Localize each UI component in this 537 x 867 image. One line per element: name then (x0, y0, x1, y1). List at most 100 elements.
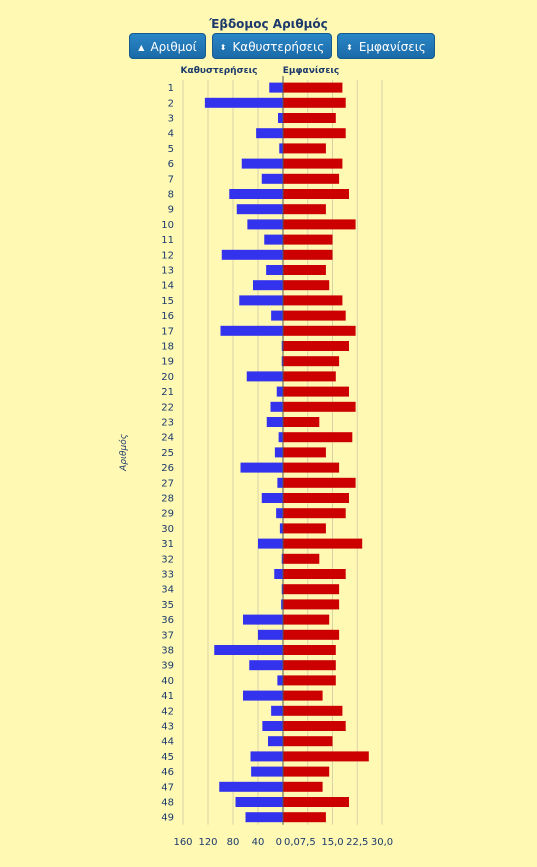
delay-bar (243, 614, 283, 625)
appearance-bar (283, 97, 346, 108)
category-label: 6 (168, 159, 174, 170)
category-label: 11 (161, 235, 174, 246)
appearance-bar (283, 219, 356, 230)
appearance-bar (283, 204, 326, 215)
x-tick-label-right: 30,0 (371, 837, 393, 848)
appearance-bar (283, 645, 336, 655)
right-header: Εμφανίσεις (283, 65, 340, 76)
delay-bar (253, 280, 283, 291)
category-label: 30 (161, 524, 174, 535)
delay-bar (220, 325, 283, 336)
category-label: 1 (168, 83, 174, 94)
delay-bar (204, 97, 283, 108)
delay-bar (229, 189, 283, 199)
delay-bar (262, 721, 283, 731)
appearance-bar (283, 432, 353, 443)
appearance-bar (283, 477, 356, 488)
appearance-bar (283, 751, 369, 762)
category-label: 5 (168, 144, 174, 155)
appearance-bar (283, 310, 346, 321)
delay-bar (235, 797, 283, 807)
delay-bar (246, 371, 283, 382)
appearance-bar (283, 812, 326, 823)
category-label: 25 (161, 448, 174, 459)
x-tick-label-right: 0,0 (284, 837, 300, 848)
delay-bar (245, 812, 283, 823)
delay-bar (266, 265, 283, 275)
delay-bar (274, 569, 283, 579)
x-tick-label-left: 0 (276, 837, 282, 848)
delay-bar (269, 82, 283, 93)
appearance-bar (283, 660, 336, 671)
sort-by-number-button[interactable]: ▲ Αριθμοί (129, 33, 206, 59)
appearance-bar (283, 249, 333, 260)
appearance-bar (283, 766, 330, 777)
delay-bar (271, 310, 283, 321)
category-label: 18 (161, 342, 174, 353)
appearance-bar (283, 113, 336, 123)
sort-both-icon: ⬍ (346, 43, 353, 52)
category-label: 47 (161, 782, 174, 793)
delay-bar (279, 523, 283, 534)
appearance-bar (283, 234, 333, 245)
sort-by-delays-button[interactable]: ⬍ Καθυστερήσεις (212, 33, 332, 59)
category-label: 40 (161, 676, 174, 687)
delay-bar (250, 751, 283, 762)
delay-bar (277, 477, 283, 488)
delay-bar (258, 538, 283, 549)
sort-by-number-label: Αριθμοί (150, 40, 197, 54)
appearance-bar (283, 371, 336, 382)
appearance-bar (283, 523, 326, 534)
category-label: 39 (161, 661, 174, 672)
category-label: 16 (161, 311, 174, 322)
category-label: 28 (161, 494, 174, 505)
delay-bar (281, 341, 283, 351)
delay-bar (279, 143, 283, 154)
appearance-bar (283, 569, 346, 579)
category-label: 42 (161, 706, 174, 717)
appearance-bar (283, 599, 340, 610)
category-label: 29 (161, 509, 174, 520)
appearance-bar (283, 629, 340, 640)
x-tick-label-left: 40 (252, 837, 265, 848)
delay-bar (276, 508, 283, 519)
chart-title: Έβδομος Αριθμός (209, 17, 328, 31)
delay-bar (274, 447, 283, 458)
category-label: 45 (161, 752, 174, 763)
appearance-bar (283, 401, 356, 412)
appearance-bar (283, 447, 326, 458)
appearance-bar (283, 721, 346, 731)
category-label: 24 (161, 433, 174, 444)
sort-by-appearances-button[interactable]: ⬍ Εμφανίσεις (337, 33, 435, 59)
delay-bar (247, 219, 283, 230)
category-label: 43 (161, 722, 174, 733)
category-label: 3 (168, 114, 174, 125)
category-label: 38 (161, 646, 174, 657)
appearance-bar (283, 325, 356, 336)
appearance-bar (283, 158, 343, 169)
delay-bar (268, 736, 283, 747)
delay-bar (264, 234, 283, 245)
delay-bar (243, 690, 283, 701)
delay-bar (256, 128, 283, 139)
category-label: 9 (168, 205, 174, 216)
appearance-bar (283, 584, 340, 595)
category-label: 22 (161, 402, 174, 413)
delay-bar (281, 553, 283, 564)
appearance-bar (283, 538, 363, 549)
category-label: 7 (168, 174, 174, 185)
appearance-bar (283, 173, 340, 184)
delay-bar (277, 675, 283, 686)
delay-bar (214, 645, 283, 655)
appearance-bar (283, 82, 343, 93)
delay-bar (258, 629, 283, 640)
delay-bar (270, 401, 283, 412)
category-label: 31 (161, 539, 174, 550)
x-tick-label-left: 120 (198, 837, 217, 848)
appearance-bar (283, 675, 336, 686)
appearance-bar (283, 295, 343, 306)
appearance-bar (283, 797, 349, 807)
delay-bar (240, 462, 283, 473)
appearance-bar (283, 736, 333, 747)
